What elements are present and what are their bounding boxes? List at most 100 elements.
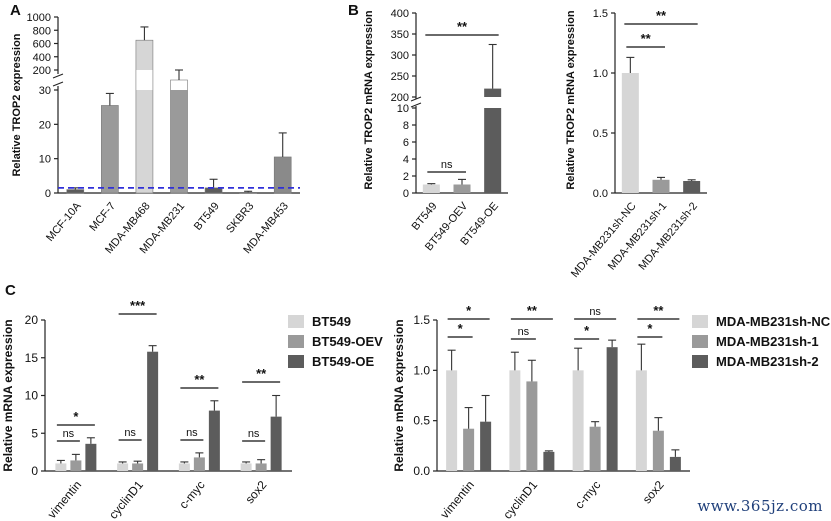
c1-x-tick-label: sox2 bbox=[242, 478, 269, 507]
a-bar bbox=[135, 40, 153, 70]
c2-sig-bracket-label: ns bbox=[589, 306, 601, 318]
c1-bar-1 bbox=[132, 463, 144, 471]
c2-sig-bracket-label: * bbox=[584, 323, 590, 338]
a-axis-break-2 bbox=[52, 81, 64, 87]
c1-y-axis-title: Relative mRNA expression bbox=[1, 319, 15, 471]
b1-y-tick-label: 4 bbox=[403, 154, 409, 166]
b2-sig-bracket-label: ** bbox=[641, 31, 652, 46]
a-bar bbox=[170, 90, 188, 193]
c1-sig-bracket-label: * bbox=[73, 409, 79, 424]
c2-y-tick-label: 1.0 bbox=[413, 363, 430, 377]
c1-x-tick-label: c-myc bbox=[176, 478, 207, 512]
b2-bar bbox=[621, 73, 639, 193]
c1-y-tick-label: 0 bbox=[31, 464, 38, 478]
a-bar bbox=[101, 105, 119, 193]
c1-bar-0 bbox=[240, 463, 252, 471]
c1-legend-swatch bbox=[288, 355, 304, 368]
c1-sig-bracket-label: *** bbox=[130, 298, 146, 313]
b1-axis-break-1 bbox=[410, 96, 422, 102]
c2-bar-2 bbox=[543, 451, 555, 471]
b2-y-tick-label: 1.5 bbox=[593, 8, 608, 20]
b1-y-tick-label: 8 bbox=[403, 120, 409, 132]
c1-legend-label: BT549-OE bbox=[312, 354, 374, 369]
c2-sig-bracket-label: ** bbox=[653, 303, 664, 318]
b1-y-axis-title: Relative TROP2 mRNA expression bbox=[363, 10, 375, 190]
b1-x-tick-label: BT549 bbox=[410, 200, 440, 233]
c2-y-tick-label: 1.5 bbox=[413, 313, 430, 327]
a-y-tick-label: 10 bbox=[39, 154, 51, 166]
a-y-tick-label: 0 bbox=[45, 188, 51, 200]
c2-bar-0 bbox=[509, 370, 521, 471]
c2-legend-label: MDA-MB231sh-1 bbox=[716, 334, 819, 349]
b1-y-tick-label: 2 bbox=[403, 171, 409, 183]
c1-bar-2 bbox=[85, 443, 97, 471]
c2-bar-1 bbox=[589, 426, 601, 471]
c2-sig-bracket-label: ns bbox=[518, 326, 530, 338]
a-y-tick-label: 1000 bbox=[27, 12, 51, 24]
c1-y-tick-label: 10 bbox=[25, 389, 39, 403]
b1-bar bbox=[484, 88, 502, 97]
a-y-tick-label: 400 bbox=[33, 52, 51, 64]
c1-bar-1 bbox=[70, 460, 82, 471]
b1-y-tick-label: 300 bbox=[391, 50, 409, 62]
c2-sig-bracket-label: * bbox=[647, 321, 653, 336]
c2-legend-swatch bbox=[692, 355, 708, 368]
a-y-tick-label: 800 bbox=[33, 25, 51, 37]
c1-bar-1 bbox=[193, 457, 205, 471]
b1-y-tick-label: 0 bbox=[403, 188, 409, 200]
c1-legend-label: BT549 bbox=[312, 314, 351, 329]
b1-y-tick-label: 200 bbox=[391, 92, 409, 104]
c1-y-tick-label: 5 bbox=[31, 426, 38, 440]
b2-y-tick-label: 0.0 bbox=[593, 188, 608, 200]
c2-legend-label: MDA-MB231sh-NC bbox=[716, 314, 831, 329]
a-bar bbox=[239, 192, 257, 193]
c2-x-tick-label: c-myc bbox=[572, 478, 603, 512]
a-x-tick-label: BT549 bbox=[192, 200, 222, 233]
c2-y-axis-title: Relative mRNA expression bbox=[392, 319, 406, 471]
c1-bar-2 bbox=[147, 351, 159, 471]
a-bar bbox=[135, 90, 153, 193]
watermark-text: www.365jz.com bbox=[697, 497, 823, 515]
c1-bar-0 bbox=[117, 463, 129, 471]
c2-bar-0 bbox=[572, 370, 584, 471]
a-bar bbox=[274, 156, 292, 193]
a-y-tick-label: 200 bbox=[33, 65, 51, 77]
a-x-tick-label: SKBR3 bbox=[224, 200, 256, 235]
b1-y-tick-label: 6 bbox=[403, 137, 409, 149]
c2-bar-2 bbox=[669, 456, 681, 471]
c1-y-tick-label: 20 bbox=[25, 313, 39, 327]
a-x-tick-label: MCF-7 bbox=[87, 200, 118, 233]
c1-bar-2 bbox=[208, 410, 220, 471]
b2-bar bbox=[652, 179, 670, 193]
b1-bar bbox=[453, 184, 471, 193]
c1-sig-bracket-label: ** bbox=[256, 366, 267, 381]
c2-x-tick-label: cyclinD1 bbox=[500, 478, 540, 521]
c1-sig-bracket-label: ns bbox=[186, 427, 198, 439]
c2-bar-2 bbox=[480, 421, 492, 471]
c1-legend-swatch bbox=[288, 335, 304, 348]
b1-sig-bracket-label: ns bbox=[441, 159, 453, 171]
c2-x-tick-label: vimentin bbox=[437, 478, 476, 521]
a-y-tick-label: 600 bbox=[33, 39, 51, 51]
b2-y-tick-label: 1.0 bbox=[593, 68, 608, 80]
c1-bar-1 bbox=[255, 463, 267, 471]
b2-y-axis-title: Relative TROP2 mRNA expression bbox=[565, 10, 577, 190]
a-axis-break-1 bbox=[52, 73, 64, 79]
c2-bar-0 bbox=[446, 370, 458, 471]
a-y-tick-label: 30 bbox=[39, 85, 51, 97]
c1-bar-0 bbox=[55, 463, 67, 471]
c2-legend-swatch bbox=[692, 335, 708, 348]
a-bar bbox=[66, 189, 84, 193]
a-y-axis-title: Relative TROP2 expression bbox=[11, 33, 23, 176]
b2-sig-bracket-label: ** bbox=[656, 8, 667, 23]
c2-legend-label: MDA-MB231sh-2 bbox=[716, 354, 819, 369]
c2-bar-2 bbox=[606, 347, 618, 471]
c2-bar-1 bbox=[526, 381, 538, 471]
b1-bar bbox=[484, 108, 502, 193]
c1-y-tick-label: 15 bbox=[25, 351, 39, 365]
c2-bar-1 bbox=[463, 428, 475, 471]
c2-sig-bracket-label: ** bbox=[527, 303, 538, 318]
c2-y-tick-label: 0.0 bbox=[413, 464, 430, 478]
c2-bar-1 bbox=[652, 430, 664, 471]
